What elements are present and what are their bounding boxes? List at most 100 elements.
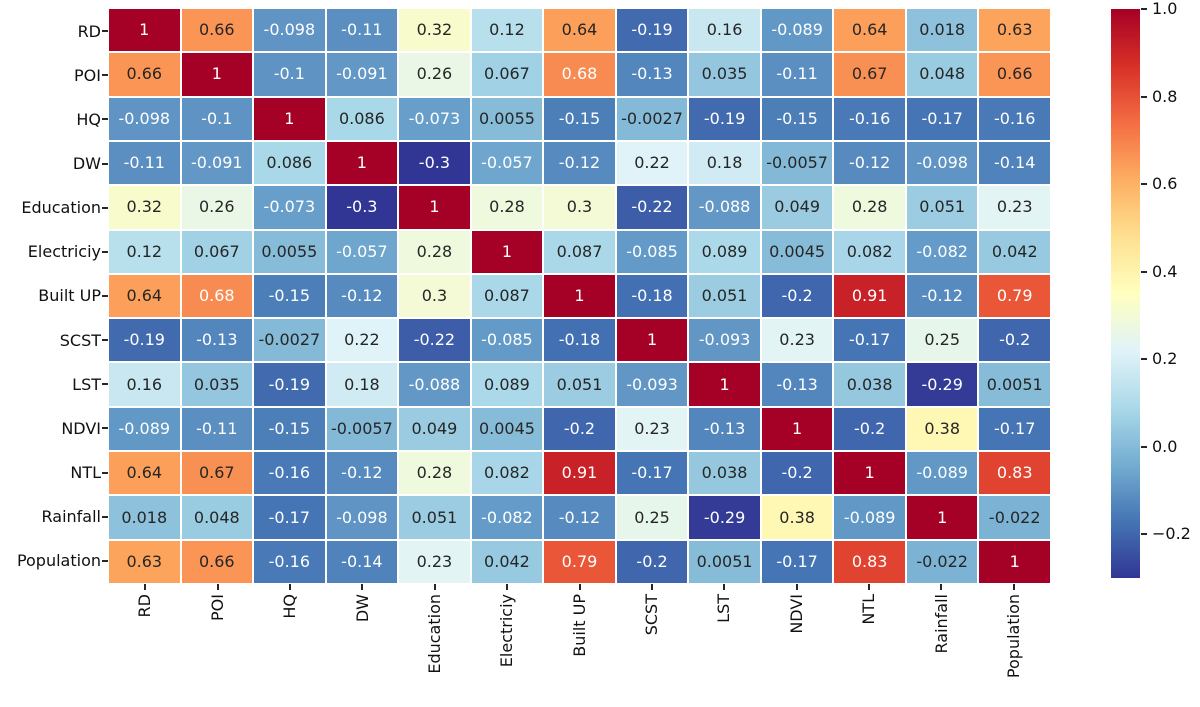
y-tick-label-SCST: SCST xyxy=(59,330,101,350)
heatmap-cell-Education-DW: -0.3 xyxy=(326,186,398,229)
heatmap-cell-LST-SCST: -0.093 xyxy=(616,363,688,406)
y-tick-mark xyxy=(102,295,108,297)
heatmap-cell-Education-HQ: -0.073 xyxy=(254,186,325,229)
heatmap-cell-Electriciy-LST: 0.089 xyxy=(689,230,760,273)
heatmap-cell-NDVI-SCST: 0.23 xyxy=(616,407,688,451)
colorbar-tick-label: 1.0 xyxy=(1152,0,1178,18)
heatmap-cell-HQ-NDVI: -0.15 xyxy=(761,97,833,140)
x-tick-label-RD: RD xyxy=(135,594,155,618)
heatmap-cell-Rainfall-DW: -0.098 xyxy=(326,496,398,539)
heatmap-cell-Rainfall-NTL: -0.089 xyxy=(834,496,905,539)
heatmap-cell-Rainfall-Built UP: -0.12 xyxy=(544,496,615,539)
x-tick-label-LST: LST xyxy=(714,594,734,623)
heatmap-cell-RD-SCST: -0.19 xyxy=(616,9,688,52)
x-tick-mark xyxy=(144,584,147,590)
heatmap-cell-Built UP-Rainfall: -0.12 xyxy=(906,274,978,318)
colorbar-tick-mark xyxy=(1141,358,1147,361)
heatmap-cell-POI-Electriciy: 0.067 xyxy=(471,53,543,96)
heatmap-cell-SCST-NTL: -0.17 xyxy=(834,319,905,362)
heatmap-cell-SCST-POI: -0.13 xyxy=(181,319,253,362)
y-tick-label-Built UP: Built UP xyxy=(38,286,101,306)
heatmap-cell-SCST-RD: -0.19 xyxy=(109,319,180,362)
y-tick-mark xyxy=(102,427,108,430)
heatmap-cell-Population-Rainfall: -0.022 xyxy=(906,540,978,583)
x-tick-label-Education: Education xyxy=(424,594,444,674)
y-tick-mark xyxy=(102,471,108,474)
colorbar-tick-label: 0.4 xyxy=(1152,261,1178,281)
colorbar-tick-mark xyxy=(1141,183,1147,186)
x-tick-mark xyxy=(940,584,943,590)
y-tick-mark xyxy=(102,30,108,33)
y-tick-mark xyxy=(102,74,108,77)
y-tick-label-Electriciy: Electriciy xyxy=(27,242,101,262)
heatmap-cell-Education-Rainfall: 0.051 xyxy=(906,186,978,229)
heatmap-cell-DW-NDVI: -0.0057 xyxy=(761,141,833,185)
heatmap-cell-Rainfall-POI: 0.048 xyxy=(181,496,253,539)
heatmap-cell-RD-Built UP: 0.64 xyxy=(544,9,615,52)
heatmap-cell-Electriciy-Rainfall: -0.082 xyxy=(906,230,978,273)
heatmap-cell-DW-SCST: 0.22 xyxy=(616,141,688,185)
heatmap-cell-RD-DW: -0.11 xyxy=(326,9,398,52)
heatmap-cell-Built UP-Population: 0.79 xyxy=(979,274,1050,318)
heatmap-cell-Rainfall-Electriciy: -0.082 xyxy=(471,496,543,539)
y-tick-mark xyxy=(102,250,108,253)
heatmap-cell-NTL-SCST: -0.17 xyxy=(616,452,688,495)
heatmap-cell-HQ-LST: -0.19 xyxy=(689,97,760,140)
heatmap-cell-Rainfall-SCST: 0.25 xyxy=(616,496,688,539)
x-tick-mark xyxy=(506,584,509,590)
heatmap-cell-Electriciy-DW: -0.057 xyxy=(326,230,398,273)
x-tick-label-Population: Population xyxy=(1004,594,1023,679)
colorbar-tick-mark xyxy=(1141,95,1147,98)
heatmap-cell-Built UP-Built UP: 1 xyxy=(544,274,615,318)
heatmap-cell-POI-HQ: -0.1 xyxy=(254,53,325,96)
heatmap-cell-Built UP-SCST: -0.18 xyxy=(616,274,688,318)
heatmap-cell-NTL-NTL: 1 xyxy=(834,452,905,495)
heatmap-cell-NDVI-DW: -0.0057 xyxy=(326,407,398,451)
heatmap-cell-HQ-Population: -0.16 xyxy=(979,97,1050,140)
heatmap-cell-NDVI-Population: -0.17 xyxy=(979,407,1050,451)
colorbar-tick-label: 0.6 xyxy=(1152,174,1178,194)
x-tick-label-Rainfall: Rainfall xyxy=(931,594,951,654)
heatmap-cell-SCST-DW: 0.22 xyxy=(326,319,398,362)
heatmap-cell-LST-HQ: -0.19 xyxy=(254,363,325,406)
heatmap-cell-Built UP-RD: 0.64 xyxy=(109,274,180,318)
y-tick-mark xyxy=(102,118,108,121)
heatmap-cell-Population-SCST: -0.2 xyxy=(616,540,688,583)
heatmap-cell-Population-POI: 0.66 xyxy=(181,540,253,583)
heatmap-cell-Population-Population: 1 xyxy=(979,540,1050,583)
heatmap-cell-SCST-Rainfall: 0.25 xyxy=(906,319,978,362)
heatmap-cell-DW-HQ: 0.086 xyxy=(254,141,325,185)
heatmap-cell-Built UP-DW: -0.12 xyxy=(326,274,398,318)
heatmap-cell-DW-Built UP: -0.12 xyxy=(544,141,615,185)
heatmap-cell-RD-NTL: 0.64 xyxy=(834,9,905,52)
heatmap-cell-RD-HQ: -0.098 xyxy=(254,9,325,52)
x-tick-label-Electriciy: Electriciy xyxy=(497,594,517,668)
heatmap-cell-NDVI-Education: 0.049 xyxy=(399,407,470,451)
x-tick-label-Built UP: Built UP xyxy=(569,594,589,657)
heatmap-cell-Education-Electriciy: 0.28 xyxy=(471,186,543,229)
heatmap-cell-NDVI-RD: -0.089 xyxy=(109,407,180,451)
heatmap-cell-Built UP-HQ: -0.15 xyxy=(254,274,325,318)
y-tick-label-DW: DW xyxy=(72,154,101,174)
heatmap-cell-Population-Built UP: 0.79 xyxy=(544,540,615,583)
heatmap-cell-HQ-DW: 0.086 xyxy=(326,97,398,140)
heatmap-cell-NTL-Built UP: 0.91 xyxy=(544,452,615,495)
heatmap-cell-Population-NTL: 0.83 xyxy=(834,540,905,583)
x-tick-mark xyxy=(288,584,291,590)
x-tick-label-SCST: SCST xyxy=(642,594,662,636)
heatmap-cell-DW-Population: -0.14 xyxy=(979,141,1050,185)
y-tick-mark xyxy=(102,206,108,209)
heatmap-cell-Population-RD: 0.63 xyxy=(109,540,180,583)
heatmap-cell-NTL-POI: 0.67 xyxy=(181,452,253,495)
y-tick-mark xyxy=(102,339,108,342)
heatmap-cell-RD-Electriciy: 0.12 xyxy=(471,9,543,52)
y-tick-mark xyxy=(102,515,108,518)
heatmap-cell-POI-NTL: 0.67 xyxy=(834,53,905,96)
heatmap-cell-RD-RD: 1 xyxy=(109,9,180,52)
colorbar-tick-mark xyxy=(1141,533,1147,536)
heatmap-cell-NDVI-NTL: -0.2 xyxy=(834,407,905,451)
heatmap-cell-NDVI-Electriciy: 0.0045 xyxy=(471,407,543,451)
x-tick-mark xyxy=(578,584,581,590)
heatmap-cell-NTL-Education: 0.28 xyxy=(399,452,470,495)
x-tick-mark xyxy=(361,584,364,590)
